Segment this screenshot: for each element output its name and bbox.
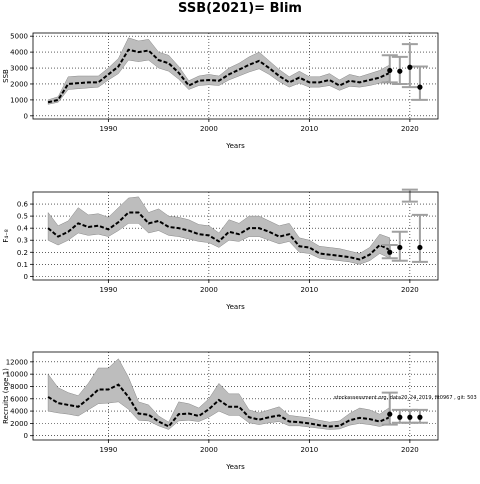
y-tick-label: 0.4 — [17, 225, 29, 233]
y-tick-label: 0 — [24, 273, 28, 281]
estimate-line — [47, 48, 391, 104]
y-tick-label: 0.3 — [17, 237, 28, 245]
axes-frame — [32, 32, 439, 120]
y-tick-label: 4000 — [10, 408, 28, 416]
y-tick-label: 0.2 — [17, 249, 28, 257]
y-tick-label: 8000 — [10, 383, 28, 391]
x-tick-label: 2010 — [300, 446, 318, 454]
point — [397, 414, 403, 420]
y-axis-label: F₄₋₈ — [2, 229, 10, 243]
y-tick-label: 0 — [24, 112, 28, 120]
point — [397, 68, 403, 74]
error-bar — [381, 391, 398, 426]
x-tick-label: 2000 — [200, 125, 218, 133]
y-tick-label: 2000 — [10, 420, 28, 428]
x-tick-label: 1990 — [99, 125, 117, 133]
estimate-line — [47, 211, 391, 261]
y-tick-label: 2000 — [10, 80, 28, 88]
point — [417, 244, 423, 251]
y-tick-label: 10000 — [6, 371, 28, 379]
y-tick-label: 0.6 — [17, 201, 29, 209]
estimate-line — [47, 383, 391, 428]
y-tick-label: 12000 — [6, 358, 28, 366]
y-tick-label: 5000 — [10, 33, 28, 41]
y-tick-label: 3000 — [10, 65, 28, 73]
point — [407, 64, 413, 70]
annotation: stockassessment.org, data20_24_2019, fit… — [334, 395, 477, 401]
y-axis-label: SSB — [2, 69, 10, 83]
point — [397, 244, 403, 251]
point — [387, 249, 393, 255]
axes-frame — [32, 351, 439, 441]
x-axis-label: Years — [225, 463, 245, 471]
point — [407, 414, 413, 420]
x-tick-label: 2020 — [401, 446, 419, 454]
y-tick-label: 0 — [24, 432, 28, 440]
error-bar — [401, 188, 418, 203]
axes-frame — [32, 191, 439, 281]
x-tick-label: 2010 — [300, 286, 318, 294]
point — [387, 411, 393, 417]
error-bar — [411, 65, 428, 101]
y-tick-label: 1000 — [10, 96, 28, 104]
x-axis-label: Years — [225, 303, 245, 311]
error-bar — [411, 213, 428, 263]
x-tick-label: 2020 — [401, 125, 419, 133]
figure-title: SSB(2021)= Blim — [178, 1, 302, 16]
x-tick-label: 2020 — [401, 286, 419, 294]
confidence-band — [47, 37, 391, 105]
point — [387, 67, 393, 74]
y-tick-label: 6000 — [10, 395, 28, 403]
y-tick-label: 4000 — [10, 49, 28, 57]
x-tick-label: 1990 — [99, 286, 117, 294]
x-tick-label: 1990 — [99, 446, 117, 454]
y-tick-label: 0.5 — [17, 213, 28, 221]
point — [417, 414, 423, 420]
confidence-band — [47, 196, 391, 265]
x-tick-label: 2010 — [300, 125, 318, 133]
x-tick-label: 2000 — [200, 286, 218, 294]
point — [417, 84, 423, 90]
x-tick-label: 2000 — [200, 446, 218, 454]
y-axis-label: Recruits (age 1) — [2, 368, 10, 424]
x-axis-label: Years — [225, 142, 245, 150]
y-tick-label: 0.1 — [17, 261, 28, 269]
